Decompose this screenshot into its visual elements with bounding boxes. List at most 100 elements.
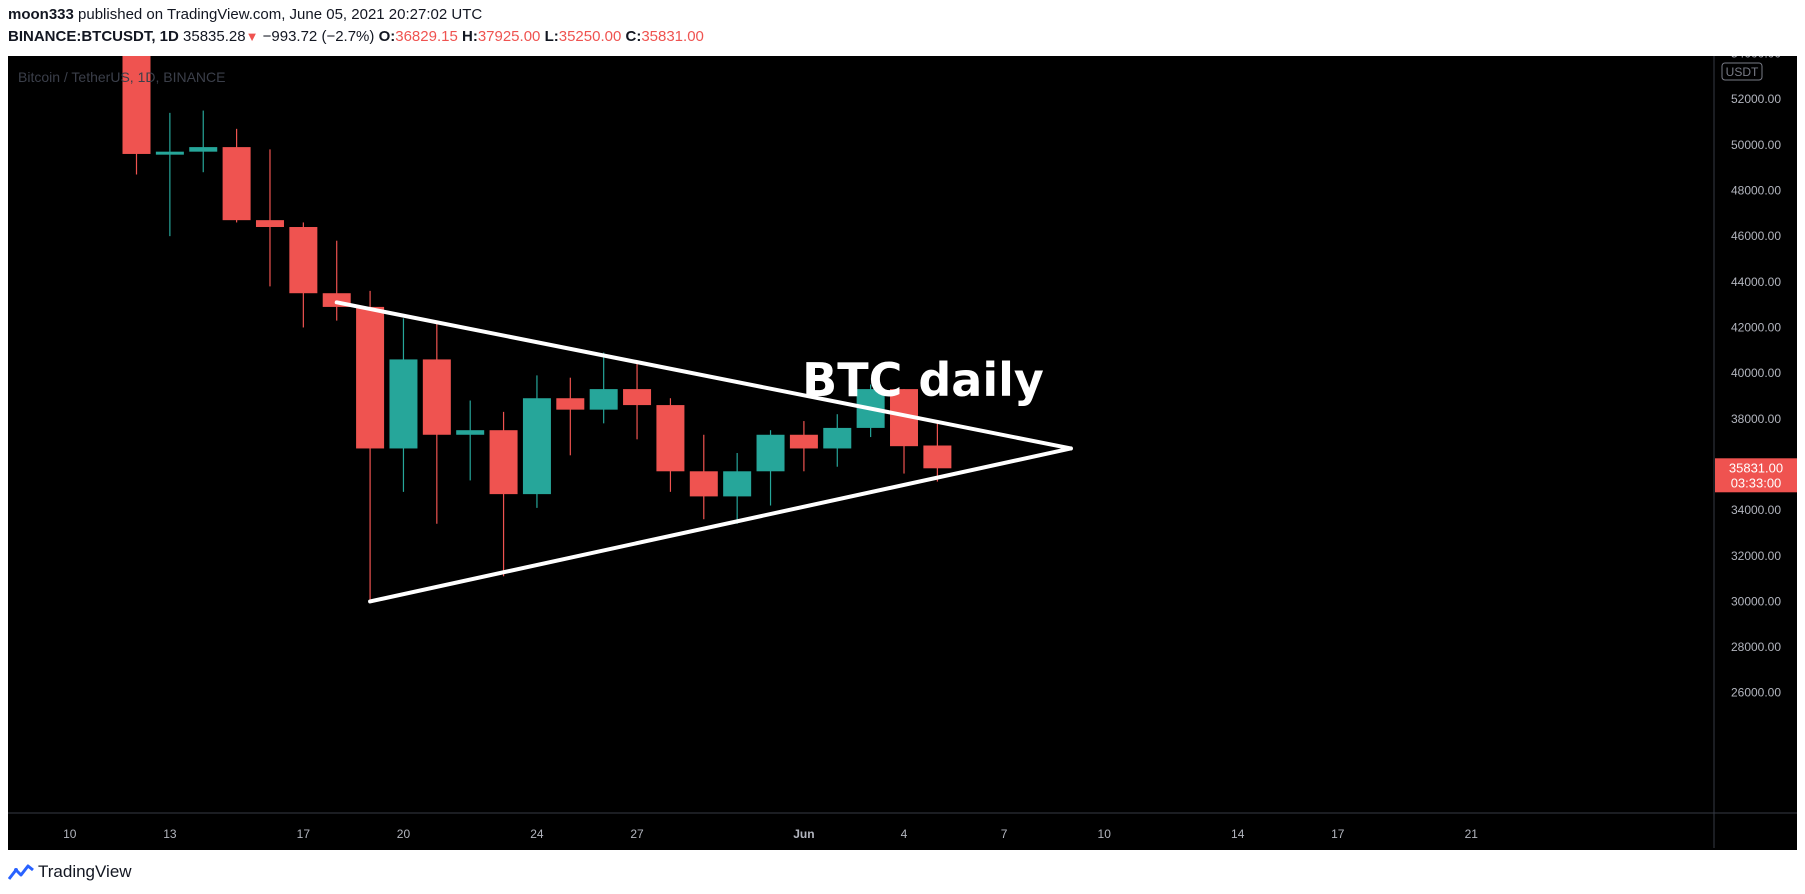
candle-body: [255, 220, 284, 228]
y-tick-label: 28000.00: [1731, 640, 1781, 654]
candle[interactable]: [122, 56, 151, 175]
high-value: 37925.00: [477, 28, 541, 45]
x-tick-label: 17: [1331, 827, 1345, 841]
upper-trendline[interactable]: [334, 300, 1073, 451]
candlestick-chart[interactable]: 26000.00 28000.00 30000.00 32000.00 34000.00…: [8, 56, 1797, 850]
candle-body: [623, 389, 652, 406]
y-tick-label: 30000.00: [1731, 594, 1781, 608]
candle[interactable]: [255, 149, 284, 287]
time-axis[interactable]: 10 13 17 20 24 27 Jun 4 7 10 14 17 21: [63, 827, 1478, 841]
price-change: −993.72 (−2.7%): [262, 28, 375, 45]
candle-body: [289, 227, 318, 294]
y-tick-label: 38000.00: [1731, 412, 1781, 426]
last-price-tag: 35831.00 03:33:00: [1715, 458, 1797, 493]
candle-body: [522, 398, 551, 495]
x-tick-label: Jun: [793, 827, 814, 841]
x-tick-label: 24: [530, 827, 544, 841]
y-tick-label: 40000.00: [1731, 366, 1781, 380]
author-name[interactable]: moon333: [8, 6, 74, 23]
price-tag-background: [1715, 458, 1797, 493]
x-tick-label: 7: [1001, 827, 1008, 841]
candle[interactable]: [589, 352, 618, 424]
candle[interactable]: [189, 110, 218, 173]
open-value: 36829.15: [395, 28, 458, 45]
chart-title: Bitcoin / TetherUS, 1D, BINANCE: [18, 69, 225, 85]
close-value: 35831.00: [641, 28, 704, 45]
y-tick-label: 26000.00: [1731, 686, 1781, 700]
candle[interactable]: [456, 400, 485, 481]
candle[interactable]: [623, 363, 652, 440]
candle[interactable]: [756, 430, 785, 506]
candle[interactable]: [155, 112, 184, 237]
candle-body: [656, 405, 685, 472]
high-label: H:: [461, 28, 478, 45]
lower-trendline[interactable]: [368, 446, 1073, 604]
candle-body: [756, 434, 785, 472]
candle[interactable]: [422, 322, 451, 524]
x-tick-label: 27: [630, 827, 644, 841]
candle[interactable]: [222, 128, 251, 223]
y-tick-label: 48000.00: [1731, 183, 1781, 197]
currency-badge-label: USDT: [1726, 65, 1759, 79]
candle[interactable]: [789, 421, 818, 472]
candle[interactable]: [823, 414, 852, 467]
candle-body: [389, 359, 418, 449]
candle[interactable]: [689, 434, 718, 520]
currency-badge-frame: [1721, 62, 1763, 81]
y-tick-label: 54000.00: [1731, 56, 1781, 61]
y-tick-label: 50000.00: [1731, 138, 1781, 152]
candle-body: [589, 389, 618, 410]
candle-body: [789, 434, 818, 449]
candles-group: [122, 56, 952, 602]
candle[interactable]: [489, 411, 518, 577]
down-arrow-icon: ▼: [245, 29, 259, 44]
x-tick-label: 10: [1098, 827, 1112, 841]
low-label: L:: [544, 28, 559, 45]
price-tag-countdown: 03:33:00: [1731, 475, 1782, 490]
candle-body: [723, 471, 752, 497]
published-text: published on TradingView.com, June 05, 2…: [78, 6, 483, 23]
x-tick-label: 4: [901, 827, 908, 841]
x-tick-label: 17: [297, 827, 311, 841]
close-label: C:: [625, 28, 642, 45]
tradingview-logo-icon: [8, 864, 34, 880]
y-tick-label: 46000.00: [1731, 229, 1781, 243]
currency-badge[interactable]: USDT: [1721, 62, 1763, 81]
x-tick-label: 10: [63, 827, 77, 841]
publish-info: moon333 published on TradingView.com, Ju…: [8, 6, 482, 23]
candle-body: [923, 445, 952, 469]
footer-brand[interactable]: TradingView: [8, 860, 132, 884]
candle-body: [489, 430, 518, 495]
symbol-label[interactable]: BINANCE:BTCUSDT, 1D: [8, 28, 179, 45]
x-tick-label: 21: [1465, 827, 1479, 841]
chart-annotation[interactable]: BTC daily: [802, 353, 1044, 407]
x-tick-label: 20: [397, 827, 411, 841]
low-value: 35250.00: [558, 28, 622, 45]
candle[interactable]: [289, 222, 318, 328]
x-tick-label: 13: [163, 827, 177, 841]
y-tick-label: 32000.00: [1731, 549, 1781, 563]
price-tag-value: 35831.00: [1729, 460, 1783, 475]
y-tick-label: 34000.00: [1731, 503, 1781, 517]
chart-background: [8, 56, 1797, 850]
candle-body: [422, 359, 451, 435]
candle-body: [222, 147, 251, 221]
last-price: 35835.28: [183, 28, 246, 45]
candle[interactable]: [723, 453, 752, 524]
candle[interactable]: [356, 290, 385, 602]
candle[interactable]: [389, 318, 418, 492]
tradingview-brand: TradingView: [38, 862, 132, 881]
y-tick-label: 52000.00: [1731, 92, 1781, 106]
candle[interactable]: [923, 420, 952, 482]
candle[interactable]: [556, 377, 585, 456]
ohlc-legend: BINANCE:BTCUSDT, 1D 35835.28▼ −993.72 (−…: [8, 28, 704, 45]
candle[interactable]: [656, 398, 685, 492]
candle-body: [689, 471, 718, 497]
candle-body: [356, 306, 385, 449]
y-tick-label: 42000.00: [1731, 320, 1781, 334]
candle-body: [823, 427, 852, 449]
y-tick-label: 44000.00: [1731, 275, 1781, 289]
candle-body: [189, 147, 218, 152]
candle-body: [556, 398, 585, 410]
candle[interactable]: [522, 375, 551, 508]
